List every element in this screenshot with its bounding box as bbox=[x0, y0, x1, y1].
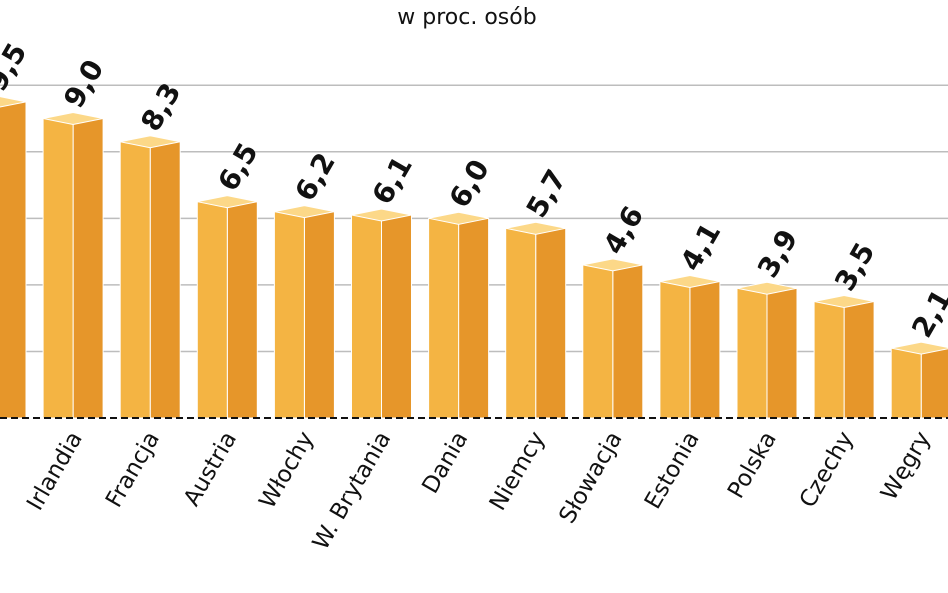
bar-top bbox=[582, 258, 643, 272]
bar bbox=[736, 287, 768, 419]
bar-top bbox=[120, 135, 181, 149]
bar bbox=[505, 227, 537, 419]
bar-side bbox=[612, 264, 644, 419]
value-label: 6,5 bbox=[211, 137, 264, 196]
x-tick-label: W. Brytania bbox=[308, 427, 396, 554]
bar-top bbox=[814, 295, 875, 309]
value-label: 6,0 bbox=[443, 154, 496, 213]
bar-top bbox=[891, 341, 948, 355]
value-label: 4,1 bbox=[674, 217, 727, 276]
x-tick-label: Austria bbox=[179, 427, 242, 510]
x-tick-label: Estonia bbox=[640, 427, 705, 513]
bar-top bbox=[43, 111, 104, 125]
chart-title: w proc. osób bbox=[397, 5, 536, 30]
value-label: 4,6 bbox=[597, 200, 650, 259]
bar-side bbox=[226, 201, 258, 419]
bar bbox=[351, 214, 382, 419]
value-label: 9,0 bbox=[57, 54, 110, 113]
value-label: 5,7 bbox=[520, 164, 573, 223]
bar-side bbox=[72, 117, 104, 419]
bar-side bbox=[149, 141, 181, 419]
bar-side bbox=[843, 301, 875, 419]
value-label: 3,5 bbox=[828, 237, 881, 296]
bar-side bbox=[535, 227, 567, 419]
bar-side bbox=[689, 281, 721, 419]
bar-top bbox=[197, 195, 258, 209]
bar-top bbox=[351, 208, 412, 222]
bar bbox=[428, 217, 460, 419]
bar-top bbox=[274, 205, 335, 219]
bar-side bbox=[381, 214, 412, 419]
bar-side bbox=[0, 101, 27, 419]
bar bbox=[813, 301, 845, 419]
value-label: 8,3 bbox=[134, 77, 187, 136]
bar-side bbox=[303, 211, 335, 419]
x-tick-label: Polska bbox=[723, 427, 782, 503]
x-tick-label: Węgry bbox=[876, 427, 936, 505]
bar bbox=[119, 141, 151, 419]
bar-side bbox=[920, 347, 948, 419]
x-tick-label: Francja bbox=[101, 427, 165, 512]
bar-top bbox=[736, 281, 798, 295]
bar bbox=[273, 211, 305, 419]
x-tick-label: Niemcy bbox=[485, 427, 551, 515]
bar bbox=[890, 347, 922, 419]
value-label: 2,1 bbox=[905, 284, 948, 343]
x-tick-label: Włochy bbox=[255, 427, 320, 513]
bar bbox=[42, 117, 74, 419]
x-tick-label: Czechy bbox=[795, 427, 859, 512]
bar-top bbox=[505, 221, 566, 235]
value-label: 6,2 bbox=[288, 147, 341, 206]
x-tick-label: Dania bbox=[417, 427, 473, 498]
x-tick-label: Irlandia bbox=[22, 427, 88, 515]
bar-top bbox=[0, 96, 27, 108]
bar bbox=[582, 264, 614, 419]
bar bbox=[659, 281, 691, 419]
x-tick-label: Słowacja bbox=[554, 427, 627, 528]
bar-top bbox=[428, 211, 489, 225]
bar-top bbox=[659, 275, 720, 289]
bar-side bbox=[766, 287, 798, 419]
bar-side bbox=[458, 217, 490, 419]
value-label: 6,1 bbox=[366, 151, 419, 210]
bar bbox=[196, 201, 228, 419]
value-label: 3,9 bbox=[751, 224, 804, 283]
value-label: 9,5 bbox=[0, 37, 33, 96]
